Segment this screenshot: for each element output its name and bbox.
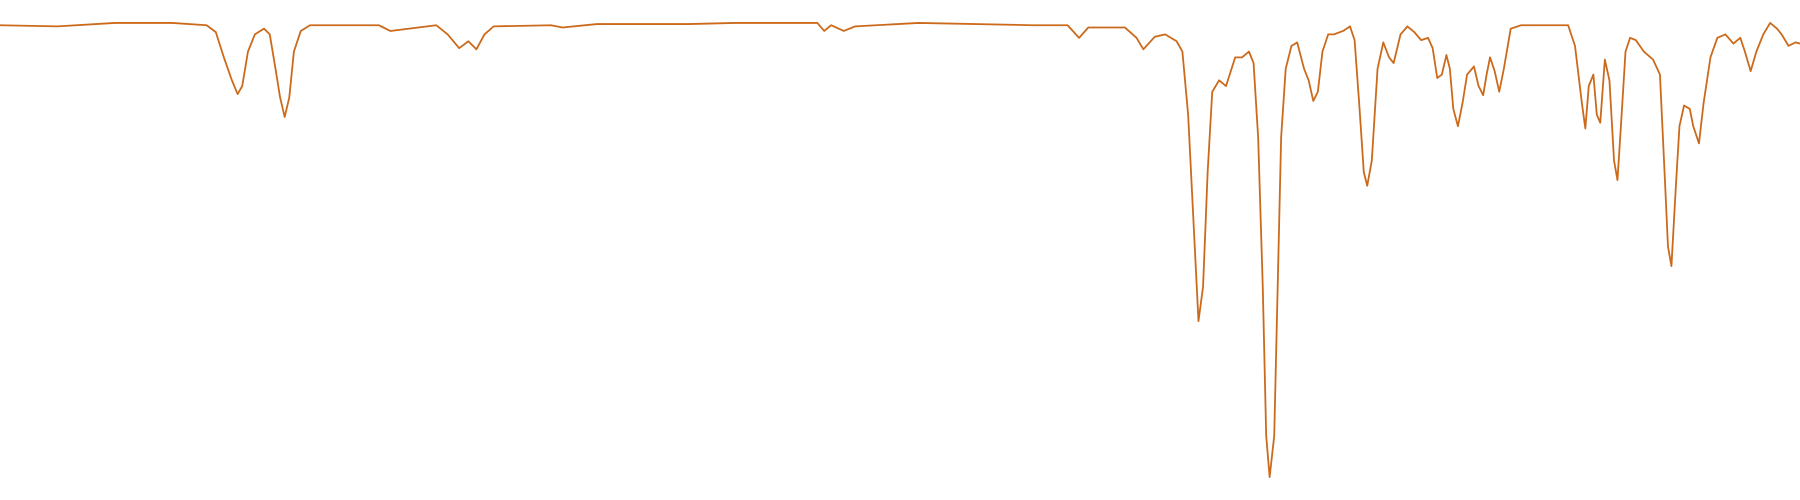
spectrum-line	[0, 22, 1800, 478]
